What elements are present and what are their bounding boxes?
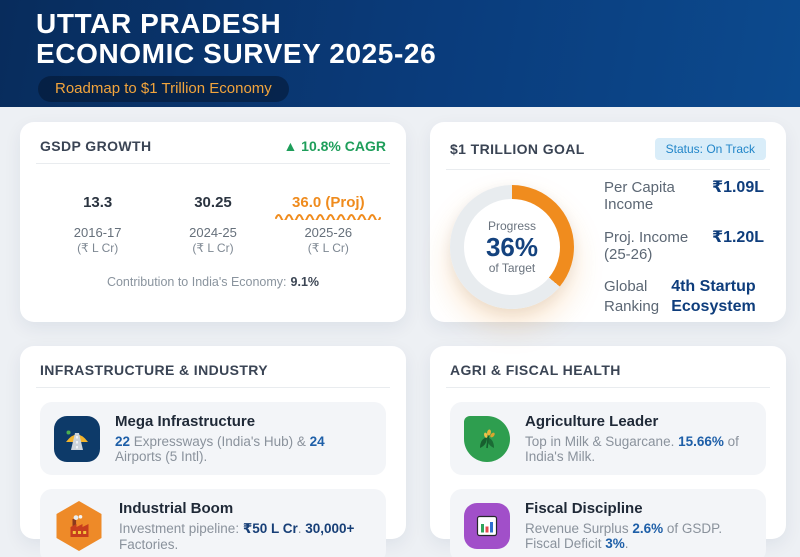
agri-fiscal-card: AGRI & FISCAL HEALTH Agriculture Leader … xyxy=(430,346,786,557)
economy-contribution-footnote: Contribution to India's Economy: 9.1% xyxy=(40,275,386,289)
agri-card-header: AGRI & FISCAL HEALTH xyxy=(450,362,766,378)
gsdp-value: 13.3 xyxy=(83,194,113,211)
tile-heading: Agriculture Leader xyxy=(525,413,659,430)
stat-row-per-capita: Per Capita Income ₹1.09L xyxy=(604,177,764,213)
airports-count: 24 xyxy=(309,434,325,449)
fiscal-discipline-item: Fiscal Discipline Revenue Surplus 2.6% o… xyxy=(450,489,766,557)
agri-card-title: AGRI & FISCAL HEALTH xyxy=(450,362,621,378)
gsdp-column-2016: 13.3 2016-17 (₹ L Cr) xyxy=(40,194,155,255)
gsdp-unit: (₹ L Cr) xyxy=(192,241,234,255)
fiscal-discipline-text: Fiscal Discipline Revenue Surplus 2.6% o… xyxy=(525,500,752,551)
stat-label: Global Ranking xyxy=(604,278,660,315)
subtitle-text: Airports (5 Intl). xyxy=(115,449,208,464)
gsdp-column-2024: 30.25 2024-25 (₹ L Cr) xyxy=(155,194,270,255)
stat-label: Proj. Income (25-26) xyxy=(604,229,689,263)
factories-count: 30,000+ xyxy=(305,521,355,536)
agriculture-leader-text: Agriculture Leader Top in Milk & Sugarca… xyxy=(525,413,752,464)
fiscal-deficit-value: 3% xyxy=(605,536,625,551)
mega-infrastructure-item: Mega Infrastructure 22 Expressways (Indi… xyxy=(40,402,386,475)
header-band: UTTAR PRADESH ECONOMIC SURVEY 2025-26 Ro… xyxy=(0,0,800,107)
tile-subtitle: Revenue Surplus 2.6% of GSDP. Fiscal Def… xyxy=(525,521,752,551)
spacer xyxy=(40,211,155,221)
stat-label: Per Capita Income xyxy=(604,179,675,213)
stat-value: ₹1.20L xyxy=(711,229,764,246)
divider xyxy=(446,169,770,170)
gsdp-card-header: GSDP GROWTH ▲ 10.8% CAGR xyxy=(40,138,386,154)
wheat-icon xyxy=(464,415,510,462)
subtitle-text: of GSDP. Fiscal Deficit xyxy=(525,521,723,551)
divider xyxy=(36,163,390,164)
infra-card-header: INFRASTRUCTURE & INDUSTRY xyxy=(40,362,386,378)
tile-subtitle: Investment pipeline: ₹50 L Cr. 30,000+ F… xyxy=(119,521,372,552)
expressways-count: 22 xyxy=(115,434,131,449)
tile-heading: Fiscal Discipline xyxy=(525,500,643,517)
subtitle-text: . xyxy=(624,536,629,551)
footnote-value: 9.1% xyxy=(290,275,320,289)
infrastructure-industry-card: INFRASTRUCTURE & INDUSTRY Mega Infrastru… xyxy=(20,346,406,557)
progress-label: Progress xyxy=(487,219,537,233)
gsdp-value-projected: 36.0 (Proj) xyxy=(292,194,365,211)
subtitle-text: Top in Milk & Sugarcane. xyxy=(525,434,679,449)
revenue-surplus-value: 2.6% xyxy=(632,521,664,536)
stat-row-global-ranking: Global Ranking 4th Startup Ecosystem xyxy=(604,277,764,317)
tile-heading: Industrial Boom xyxy=(119,500,234,517)
divider xyxy=(36,387,390,388)
goal-card-title: $1 TRILLION GOAL xyxy=(450,141,585,157)
divider xyxy=(446,387,770,388)
goal-body: Progress 36% of Target Per Capita Income… xyxy=(450,177,766,317)
subtitle-text: of India's Milk. xyxy=(525,434,739,464)
subtitle-text: Revenue Surplus xyxy=(525,521,633,536)
page-title: UTTAR PRADESH ECONOMIC SURVEY 2025-26 xyxy=(36,9,800,69)
wavy-underline-icon xyxy=(271,211,386,221)
investment-pipeline-value: ₹50 L Cr xyxy=(242,521,298,536)
factory-icon xyxy=(56,501,102,551)
gsdp-unit: (₹ L Cr) xyxy=(307,241,349,255)
industrial-boom-text: Industrial Boom Investment pipeline: ₹50… xyxy=(119,500,372,552)
mega-infrastructure-text: Mega Infrastructure 22 Expressways (Indi… xyxy=(115,413,372,464)
trillion-goal-card: $1 TRILLION GOAL Status: On Track Progre… xyxy=(430,122,786,322)
gsdp-unit: (₹ L Cr) xyxy=(77,241,119,255)
card-grid: GSDP GROWTH ▲ 10.8% CAGR 13.3 2016-17 (₹… xyxy=(0,107,800,557)
status-badge: Status: On Track xyxy=(654,138,766,160)
road-icon xyxy=(54,415,100,462)
gsdp-column-2025-projected: 36.0 (Proj) 2025-26 (₹ L Cr) xyxy=(271,194,386,255)
subtitle-text: Expressways (India's Hub) & xyxy=(130,434,310,449)
gsdp-year: 2025-26 xyxy=(304,225,353,240)
gsdp-year: 2024-25 xyxy=(189,225,237,240)
gsdp-columns: 13.3 2016-17 (₹ L Cr) 30.25 2024-25 (₹ L… xyxy=(40,194,386,255)
tagline-pill: Roadmap to $1 Trillion Economy xyxy=(38,76,289,102)
footnote-label: Contribution to India's Economy: xyxy=(106,275,287,289)
donut-center: Progress 36% of Target xyxy=(464,199,560,295)
progress-sublabel: of Target xyxy=(488,261,536,275)
gsdp-year: 2016-17 xyxy=(73,225,122,240)
industrial-boom-item: Industrial Boom Investment pipeline: ₹50… xyxy=(40,489,386,557)
stat-row-proj-income: Proj. Income (25-26) ₹1.20L xyxy=(604,227,764,263)
goal-stats: Per Capita Income ₹1.09L Proj. Income (2… xyxy=(604,177,766,317)
tile-subtitle: 22 Expressways (India's Hub) & 24 Airpor… xyxy=(115,434,372,464)
progress-donut: Progress 36% of Target xyxy=(450,185,574,309)
bar-chart-icon xyxy=(464,502,510,549)
spacer xyxy=(155,211,270,221)
subtitle-text: . xyxy=(297,521,306,536)
tile-subtitle: Top in Milk & Sugarcane. 15.66% of India… xyxy=(525,434,752,464)
subtitle-text: Investment pipeline: xyxy=(119,521,243,536)
agriculture-leader-item: Agriculture Leader Top in Milk & Sugarca… xyxy=(450,402,766,475)
page-title-line1: UTTAR PRADESH xyxy=(36,8,282,39)
stat-value: 4th Startup Ecosystem xyxy=(671,278,756,315)
page-title-line2: ECONOMIC SURVEY 2025-26 xyxy=(36,38,437,69)
infra-card-title: INFRASTRUCTURE & INDUSTRY xyxy=(40,362,269,378)
gsdp-growth-card: GSDP GROWTH ▲ 10.8% CAGR 13.3 2016-17 (₹… xyxy=(20,122,406,322)
gsdp-value: 30.25 xyxy=(194,194,232,211)
cagr-indicator: ▲ 10.8% CAGR xyxy=(283,138,386,154)
stat-value: ₹1.09L xyxy=(711,179,764,196)
goal-card-header: $1 TRILLION GOAL Status: On Track xyxy=(450,138,766,160)
gsdp-card-title: GSDP GROWTH xyxy=(40,138,152,154)
tile-heading: Mega Infrastructure xyxy=(115,413,256,430)
milk-share-value: 15.66% xyxy=(678,434,724,449)
subtitle-text: Factories. xyxy=(119,537,179,552)
progress-percentage: 36% xyxy=(485,232,539,262)
